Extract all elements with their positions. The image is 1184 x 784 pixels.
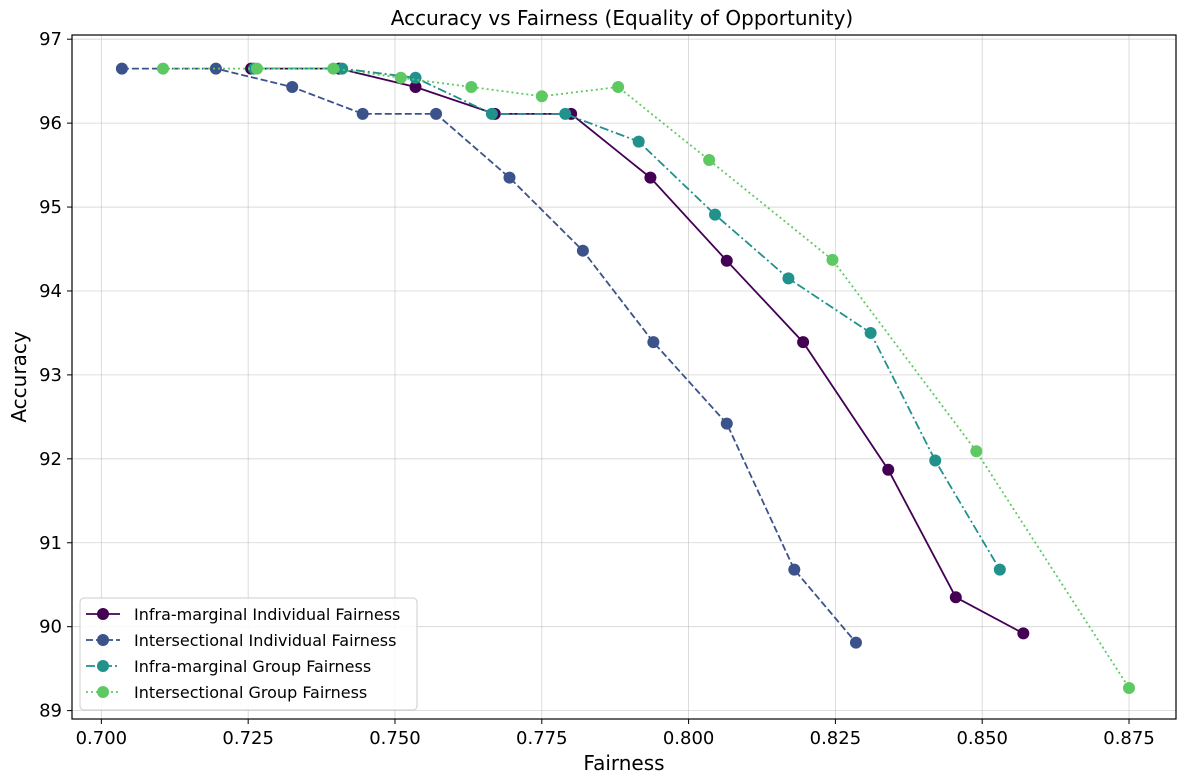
legend-item: Intersectional Individual Fairness xyxy=(86,631,396,650)
y-tick-label: 94 xyxy=(39,281,62,302)
x-axis: 0.700 0.725 0.750 0.775 0.800 0.825 0.850 0.875 xyxy=(76,719,1155,749)
data-point xyxy=(709,208,722,221)
data-point xyxy=(797,336,810,349)
data-point xyxy=(864,326,877,339)
x-tick-label: 0.800 xyxy=(663,728,715,749)
data-point xyxy=(465,81,478,94)
data-point xyxy=(993,563,1006,576)
y-tick-label: 92 xyxy=(39,449,62,470)
data-point xyxy=(409,71,422,84)
data-point xyxy=(535,90,548,103)
data-point xyxy=(327,62,340,75)
plot-frame xyxy=(71,34,1177,720)
data-point xyxy=(559,107,572,120)
data-point xyxy=(576,244,589,257)
legend: Infra-marginal Individual Fairness Inters… xyxy=(79,597,418,711)
legend-label: Infra-marginal Group Fairness xyxy=(134,657,371,676)
x-tick-label: 0.775 xyxy=(516,728,568,749)
series-1 xyxy=(245,62,1030,640)
x-tick-label: 0.725 xyxy=(222,728,274,749)
series-4 xyxy=(157,62,1136,694)
data-point xyxy=(250,62,263,75)
data-point xyxy=(485,107,498,120)
legend-item: Intersectional Group Fairness xyxy=(86,683,367,702)
data-point xyxy=(632,135,645,148)
data-point xyxy=(1017,627,1030,640)
y-axis-label: Accuracy xyxy=(7,331,31,422)
series-layer xyxy=(115,62,1136,694)
data-point xyxy=(826,253,839,266)
legend-label: Intersectional Group Fairness xyxy=(134,683,367,702)
data-point xyxy=(782,272,795,285)
data-point xyxy=(970,445,983,458)
legend-item: Infra-marginal Group Fairness xyxy=(86,657,371,676)
data-point xyxy=(720,417,733,430)
data-point xyxy=(336,62,349,75)
series-line xyxy=(254,67,1001,571)
data-point xyxy=(644,171,657,184)
data-point xyxy=(849,636,862,649)
data-point xyxy=(286,81,299,94)
data-point xyxy=(356,107,369,120)
series-line xyxy=(163,67,1130,689)
chart-title: Accuracy vs Fairness (Equality of Opport… xyxy=(391,6,853,30)
y-tick-label: 93 xyxy=(39,365,62,386)
y-tick-label: 96 xyxy=(39,113,62,134)
y-axis: 89 90 91 92 93 94 95 96 97 xyxy=(39,29,72,722)
series-line xyxy=(121,67,857,644)
x-tick-label: 0.750 xyxy=(369,728,421,749)
legend-label: Intersectional Individual Fairness xyxy=(134,631,396,650)
data-point xyxy=(949,591,962,604)
x-tick-label: 0.700 xyxy=(76,728,128,749)
y-tick-label: 89 xyxy=(39,701,62,722)
grid xyxy=(72,35,1176,719)
data-point xyxy=(647,336,660,349)
data-point xyxy=(409,81,422,94)
data-point xyxy=(929,454,942,467)
data-point xyxy=(157,62,170,75)
legend-swatch-marker xyxy=(97,608,109,620)
data-point xyxy=(394,71,407,84)
legend-swatch-marker xyxy=(97,660,109,672)
data-point xyxy=(115,62,128,75)
legend-box xyxy=(79,597,418,711)
data-point xyxy=(720,254,733,267)
y-tick-label: 91 xyxy=(39,533,62,554)
legend-swatch-marker xyxy=(97,634,109,646)
y-tick-label: 97 xyxy=(39,29,62,50)
x-tick-label: 0.825 xyxy=(810,728,862,749)
series-line xyxy=(251,67,1024,635)
x-tick-label: 0.850 xyxy=(956,728,1008,749)
data-point xyxy=(788,563,801,576)
series-2 xyxy=(115,62,862,649)
data-point xyxy=(882,463,895,476)
x-axis-label: Fairness xyxy=(583,751,664,775)
data-point xyxy=(430,107,443,120)
data-point xyxy=(703,154,716,167)
series-3 xyxy=(248,62,1006,576)
legend-item: Infra-marginal Individual Fairness xyxy=(86,605,400,624)
legend-label: Infra-marginal Individual Fairness xyxy=(134,605,400,624)
x-tick-label: 0.875 xyxy=(1103,728,1155,749)
y-tick-label: 90 xyxy=(39,617,62,638)
data-point xyxy=(612,81,625,94)
legend-swatch-marker xyxy=(97,686,109,698)
y-tick-label: 95 xyxy=(39,197,62,218)
data-point xyxy=(503,171,516,184)
data-point xyxy=(209,62,222,75)
data-point xyxy=(1123,681,1136,694)
